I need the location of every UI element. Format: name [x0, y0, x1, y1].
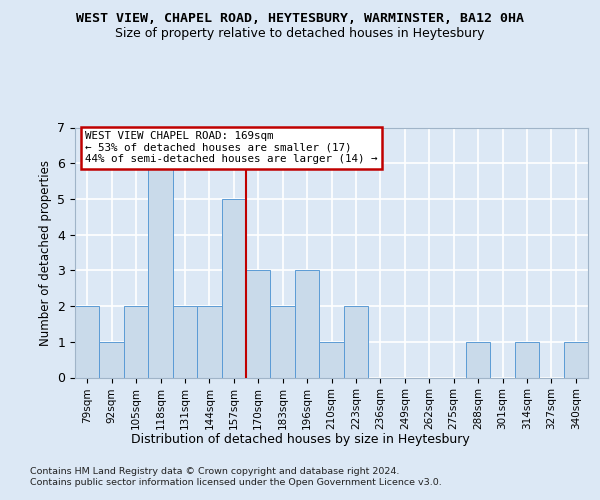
- Bar: [173, 306, 197, 378]
- Bar: [246, 270, 271, 378]
- Bar: [221, 199, 246, 378]
- Bar: [295, 270, 319, 378]
- Bar: [563, 342, 588, 378]
- Text: WEST VIEW, CHAPEL ROAD, HEYTESBURY, WARMINSTER, BA12 0HA: WEST VIEW, CHAPEL ROAD, HEYTESBURY, WARM…: [76, 12, 524, 26]
- Bar: [100, 342, 124, 378]
- Bar: [271, 306, 295, 378]
- Bar: [197, 306, 221, 378]
- Text: Size of property relative to detached houses in Heytesbury: Size of property relative to detached ho…: [115, 28, 485, 40]
- Bar: [148, 163, 173, 378]
- Bar: [75, 306, 100, 378]
- Bar: [124, 306, 148, 378]
- Bar: [515, 342, 539, 378]
- Text: WEST VIEW CHAPEL ROAD: 169sqm
← 53% of detached houses are smaller (17)
44% of s: WEST VIEW CHAPEL ROAD: 169sqm ← 53% of d…: [85, 131, 378, 164]
- Text: Contains HM Land Registry data © Crown copyright and database right 2024.
Contai: Contains HM Land Registry data © Crown c…: [30, 468, 442, 487]
- Bar: [466, 342, 490, 378]
- Text: Distribution of detached houses by size in Heytesbury: Distribution of detached houses by size …: [131, 432, 469, 446]
- Bar: [319, 342, 344, 378]
- Bar: [344, 306, 368, 378]
- Y-axis label: Number of detached properties: Number of detached properties: [39, 160, 52, 346]
